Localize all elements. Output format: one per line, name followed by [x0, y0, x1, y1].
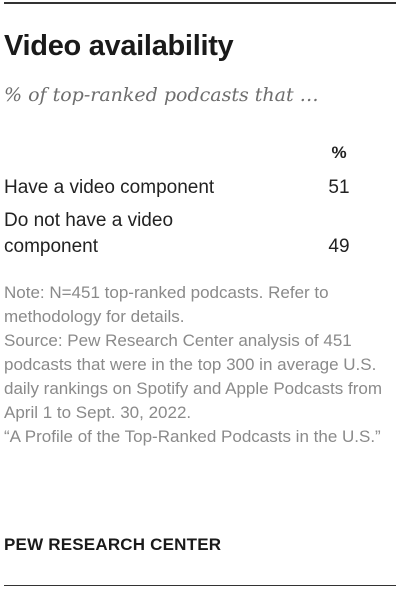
- source-text: Source: Pew Research Center analysis of …: [4, 331, 382, 422]
- row-label-no-video: Do not have a video component: [4, 208, 173, 260]
- note-text: Note: N=451 top-ranked podcasts. Refer t…: [4, 283, 329, 326]
- chart-title: Video availability: [4, 30, 234, 62]
- bottom-rule: [4, 585, 396, 586]
- row-label-video-line-1: Have a video component: [4, 177, 215, 198]
- report-title-text: “A Profile of the Top-Ranked Podcasts in…: [4, 427, 381, 446]
- top-rule: [4, 2, 396, 4]
- row-label-no-video-line-2: component: [4, 236, 99, 257]
- column-header-percent: %: [331, 143, 347, 162]
- chart-notes: Note: N=451 top-ranked podcasts. Refer t…: [4, 281, 384, 449]
- brand-logo-text: PEW RESEARCH CENTER: [4, 535, 222, 554]
- chart-subtitle: % of top-ranked podcasts that …: [4, 84, 319, 106]
- row-label-video: Have a video component: [4, 175, 214, 201]
- row-label-no-video-line-1: Do not have a video: [4, 210, 174, 231]
- row-value-video: 51: [328, 177, 350, 198]
- row-value-no-video: 49: [328, 236, 350, 257]
